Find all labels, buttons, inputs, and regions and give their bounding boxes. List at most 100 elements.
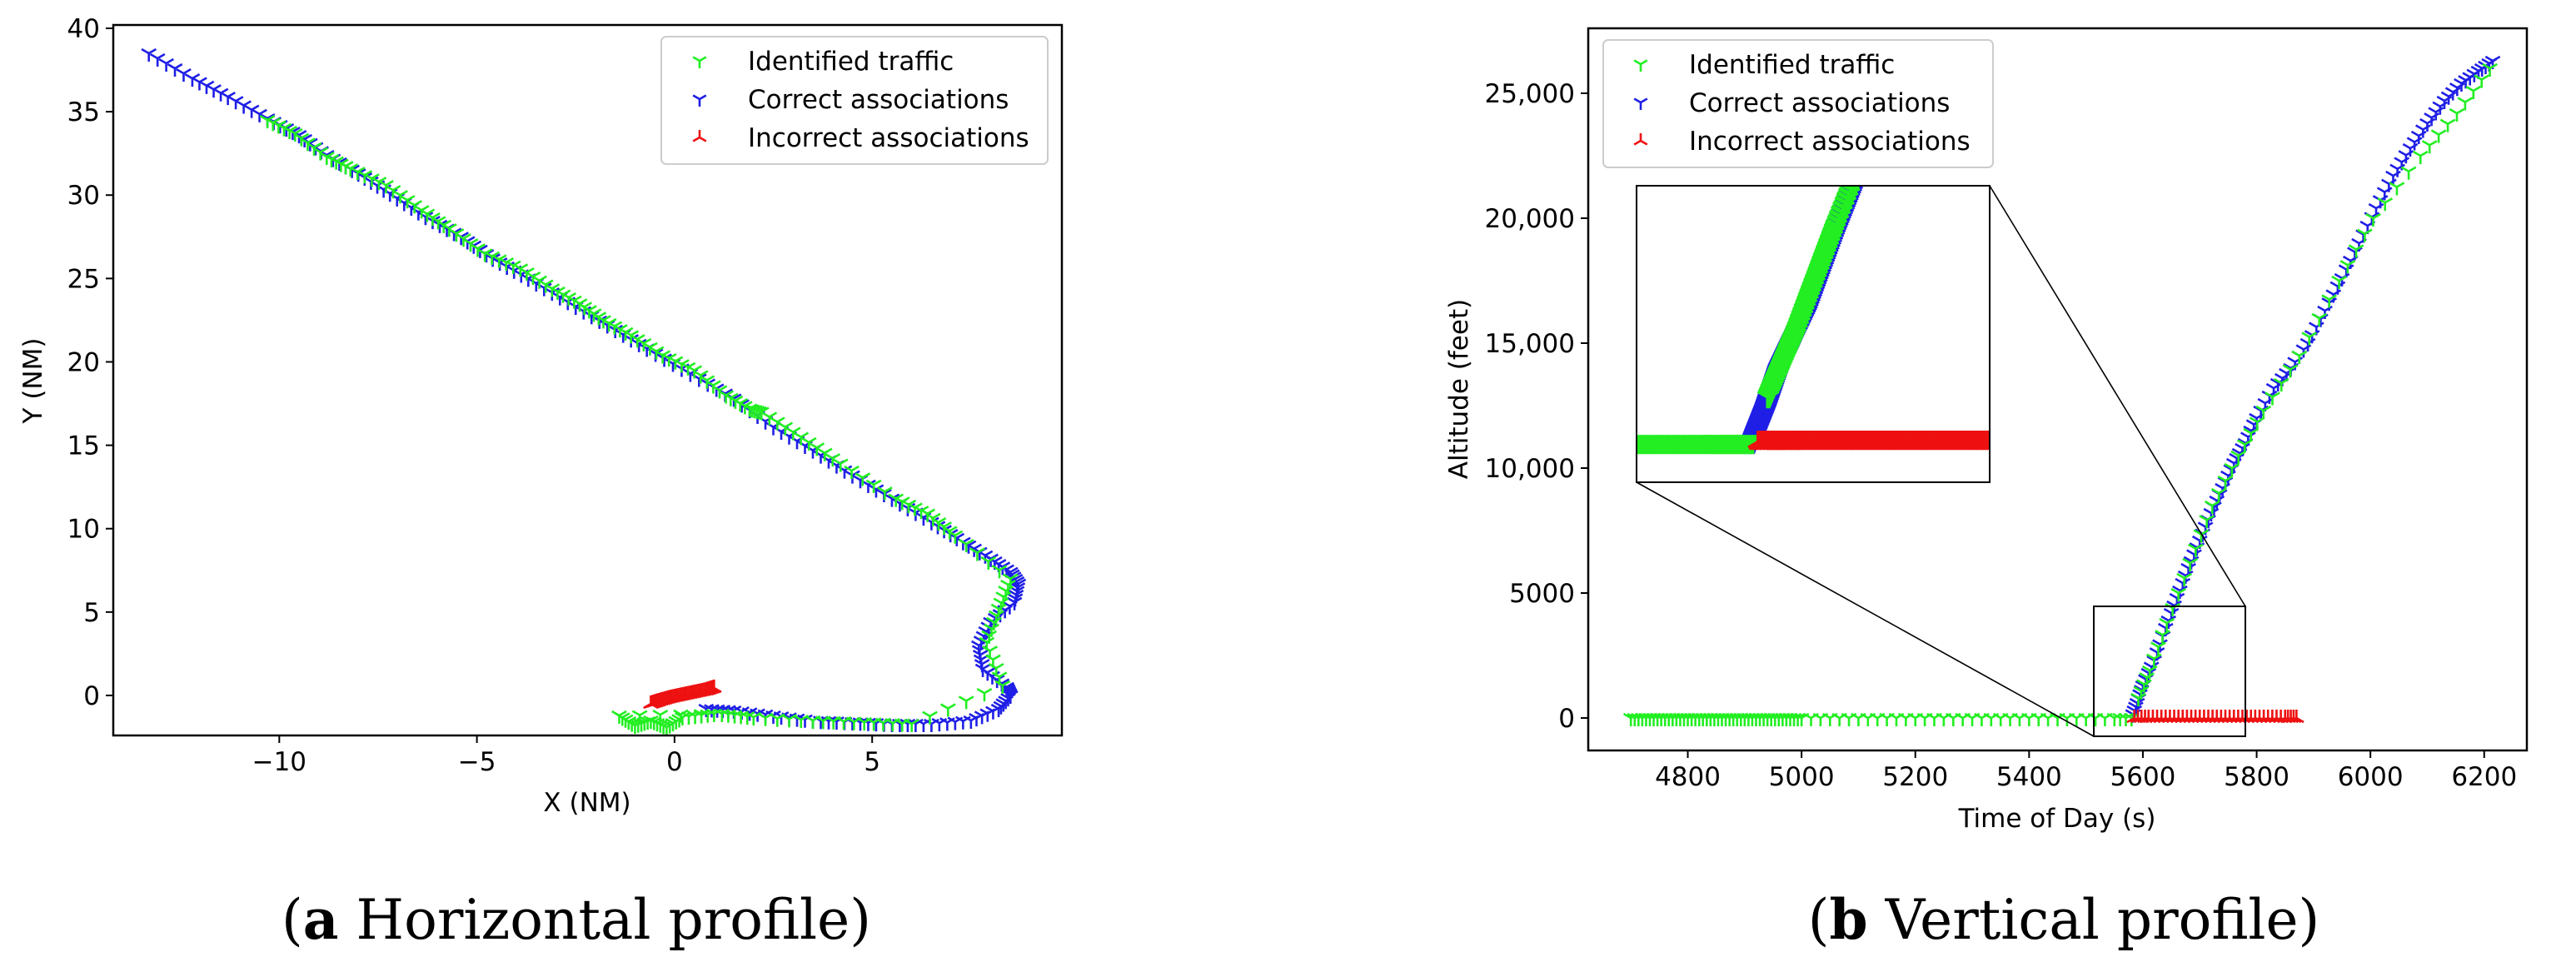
- panel-b-point: [2389, 182, 2405, 196]
- panel-a-y-tick-label: 20: [67, 347, 100, 377]
- panel-b-point: [2097, 712, 2113, 726]
- panel-a-point: [793, 431, 810, 446]
- panel-b-zoom-connector-bottom: [1636, 481, 2095, 737]
- panel-b-point: [2377, 197, 2394, 212]
- panel-a-point: [994, 680, 1011, 694]
- panel-b-x-tick-label: 4800: [1655, 762, 1721, 792]
- panel-b-point: [2365, 212, 2381, 227]
- panel-b-point: [2289, 710, 2304, 724]
- panel-a-point: [865, 479, 882, 493]
- panel-b-point: [2204, 500, 2220, 514]
- panel-b-point: [1888, 712, 1905, 726]
- panel-a-legend-marker-correct: [692, 94, 707, 107]
- panel-a-point: [141, 47, 157, 62]
- panel-a-x-tick-label: 5: [864, 747, 880, 777]
- panel-a-y-tick-label: 25: [67, 264, 100, 294]
- panel-a-point: [800, 436, 817, 451]
- panel-a-point: [158, 57, 174, 72]
- panel-b-point: [2439, 118, 2456, 132]
- panel-b-point: [1851, 712, 1866, 726]
- panel-b-point: [1879, 712, 1895, 726]
- panel-a-legend-label-correct: Correct associations: [748, 85, 1009, 115]
- panel-b-point: [2176, 572, 2192, 586]
- panel-a-point: [753, 406, 770, 421]
- panel-a-point: [149, 52, 166, 67]
- panel-a-point: [947, 530, 964, 544]
- panel-b-y-tick-label: 0: [1558, 704, 1575, 734]
- panel-b-legend-box: [1602, 39, 1994, 168]
- panel-b-y-tick-label: 25,000: [1485, 79, 1575, 109]
- panel-b-x-tick-label: 6000: [2338, 762, 2404, 792]
- panel-a-point: [980, 556, 997, 570]
- panel-b-y-tick-label: 15,000: [1485, 329, 1575, 359]
- panel-b-vertical-profile: 4800 5000 5200 5400 5600 5800 6000 6200 0 5000 10,…: [1444, 27, 2529, 834]
- panel-a-point: [877, 486, 893, 501]
- panel-b-x-tick-label: 5200: [1882, 762, 1948, 792]
- panel-a-point: [991, 565, 1008, 579]
- panel-a-legend-marker-identified: [692, 56, 707, 68]
- panel-b-ticks: 4800 5000 5200 5400 5600 5800 6000 6200 0 5000 10,…: [1485, 79, 2518, 792]
- panel-b-point: [2457, 97, 2474, 111]
- panel-b-point: [1983, 712, 2000, 726]
- panel-b-point: [1945, 712, 1961, 726]
- panel-b-point: [2265, 391, 2280, 406]
- panel-b-point: [2282, 364, 2299, 378]
- panel-b-point: [1860, 712, 1876, 726]
- panel-b-zoom-connector-top: [1989, 185, 2246, 607]
- panel-a-point: [761, 411, 778, 426]
- panel-a-point: [855, 472, 871, 486]
- panel-a-legend: Identified traffic Correct associations …: [660, 36, 1049, 165]
- panel-b-point: [2078, 712, 2094, 726]
- panel-b-legend-label-correct: Correct associations: [1689, 88, 1950, 118]
- caption-a: (a Horizontal profile): [282, 887, 871, 952]
- panel-a-plot-area: [141, 47, 1027, 735]
- panel-b-point: [1964, 712, 1981, 726]
- panel-b-point: [1974, 712, 1990, 726]
- panel-b-point: [2150, 641, 2166, 655]
- panel-b-y-tick-label: 5000: [1509, 579, 1575, 609]
- panel-a-point: [844, 465, 859, 480]
- panel-b-point: [1936, 712, 1952, 726]
- panel-b-point: [2199, 515, 2215, 529]
- panel-b-point: [2482, 62, 2498, 77]
- panel-b-point: [2331, 275, 2347, 289]
- caption-b: (b Vertical profile): [1808, 887, 2320, 952]
- panel-b-point: [2030, 712, 2047, 726]
- panel-b-point: [2182, 557, 2198, 571]
- panel-b-point: [2291, 350, 2308, 364]
- panel-a-y-tick-label: 40: [67, 14, 100, 44]
- panel-b-point: [1812, 712, 1829, 726]
- panel-a-point: [958, 539, 974, 553]
- panel-b-point: [2348, 244, 2364, 258]
- panel-a-y-tick-label: 15: [67, 431, 100, 461]
- panel-a-frame: [112, 23, 1064, 737]
- panel-b-point: [2002, 712, 2018, 726]
- panel-a-point: [868, 484, 884, 498]
- panel-a-point: [769, 416, 785, 431]
- panel-b-point: [2421, 140, 2438, 154]
- panel-a-point: [816, 447, 833, 461]
- panel-b-legend-marker-correct: [1633, 97, 1648, 110]
- panel-b-point: [2155, 630, 2170, 644]
- panel-a-legend-marker-incorrect: [692, 130, 707, 142]
- panel-a-point: [958, 695, 974, 710]
- panel-b-point: [2068, 712, 2085, 726]
- panel-b-point: [2255, 405, 2272, 419]
- panel-a-x-axis-label: X (NM): [543, 788, 630, 818]
- panel-a-point: [976, 688, 993, 702]
- panel-b-point: [1955, 712, 1971, 726]
- panel-b-point: [2159, 617, 2175, 631]
- panel-b-inset: [1636, 185, 1991, 483]
- panel-a-ticks: −10 −5 0 5 0 5 10 15 20 25 30 35 40: [67, 14, 881, 777]
- panel-b-point: [2356, 228, 2373, 242]
- panel-b-point: [1841, 712, 1857, 726]
- panel-b-point: [1916, 712, 1933, 726]
- panel-a-horizontal-profile: −10 −5 0 5 0 5 10 15 20 25 30 35 40 X (NM) Y (NM) Id…: [18, 14, 1064, 818]
- panel-b-x-tick-label: 5800: [2224, 762, 2290, 792]
- panel-a-point: [785, 426, 801, 441]
- panel-b-point: [2145, 653, 2162, 667]
- panel-b-y-tick-label: 20,000: [1485, 204, 1575, 234]
- panel-b-point: [1803, 712, 1819, 726]
- panel-b-inset-frame: [1636, 185, 1991, 483]
